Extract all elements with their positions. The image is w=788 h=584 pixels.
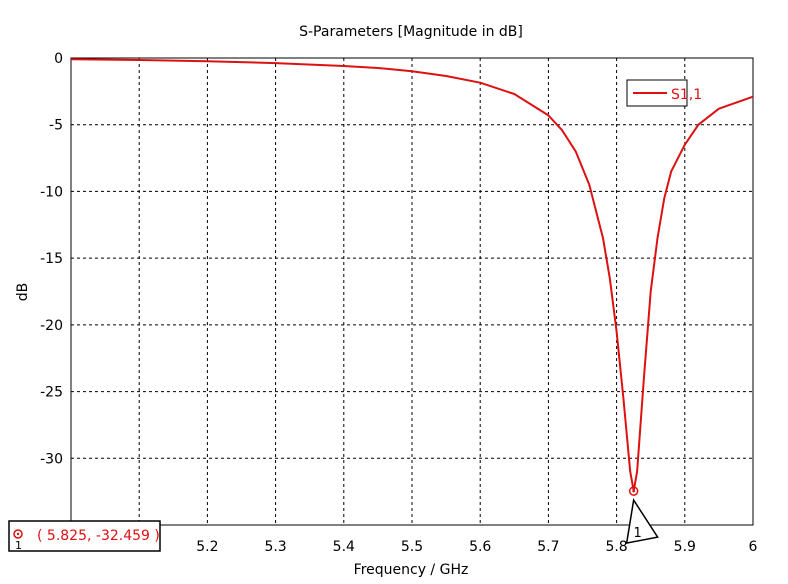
marker-readout-value: ( 5.825, -32.459 ) [37, 528, 160, 544]
marker-target-icon [13, 529, 23, 539]
x-tick-label: 5.7 [537, 539, 559, 555]
y-tick-label: -30 [40, 451, 63, 467]
y-tick-label: -25 [40, 385, 63, 401]
y-axis-label: dB [15, 283, 31, 302]
x-tick-label: 5.9 [674, 539, 696, 555]
marker-readout-id: 1 [15, 539, 22, 552]
marker-layer: 1 [625, 486, 659, 545]
plot-area: 1 [70, 57, 754, 545]
x-tick-label: 5.3 [264, 539, 286, 555]
y-tick-label: -10 [40, 184, 63, 200]
x-tick-label: 5.2 [196, 539, 218, 555]
y-axis-ticks: 0 -5 -10 -15 -20 -25 -30 [40, 51, 63, 467]
marker-flag [625, 498, 659, 545]
x-tick-label: 5.5 [401, 539, 423, 555]
curve-layer [70, 58, 754, 493]
x-tick-label: 5.8 [605, 539, 627, 555]
series-line-s11 [70, 58, 754, 493]
y-tick-label: -5 [49, 118, 63, 134]
legend: S1,1 [626, 79, 702, 107]
y-tick-label: 0 [54, 51, 63, 67]
marker-target-dot [16, 532, 20, 536]
x-tick-label: 6 [749, 539, 758, 555]
marker-point-center [632, 489, 635, 493]
marker-readout[interactable]: 1 ( 5.825, -32.459 ) [8, 520, 161, 552]
marker-flag-label: 1 [634, 526, 642, 541]
y-tick-label: -20 [40, 318, 63, 334]
x-axis-ticks: 5.2 5.3 5.4 5.5 5.6 5.7 5.8 5.9 6 [196, 539, 757, 555]
y-tick-label: -15 [40, 251, 63, 267]
x-tick-label: 5.4 [333, 539, 355, 555]
x-axis-label: Frequency / GHz [354, 562, 469, 578]
legend-label-s11: S1,1 [671, 87, 702, 103]
marker-readout-box [8, 520, 161, 552]
x-tick-label: 5.6 [469, 539, 491, 555]
chart-title: S-Parameters [Magnitude in dB] [299, 24, 523, 40]
marker-point[interactable] [628, 486, 639, 496]
